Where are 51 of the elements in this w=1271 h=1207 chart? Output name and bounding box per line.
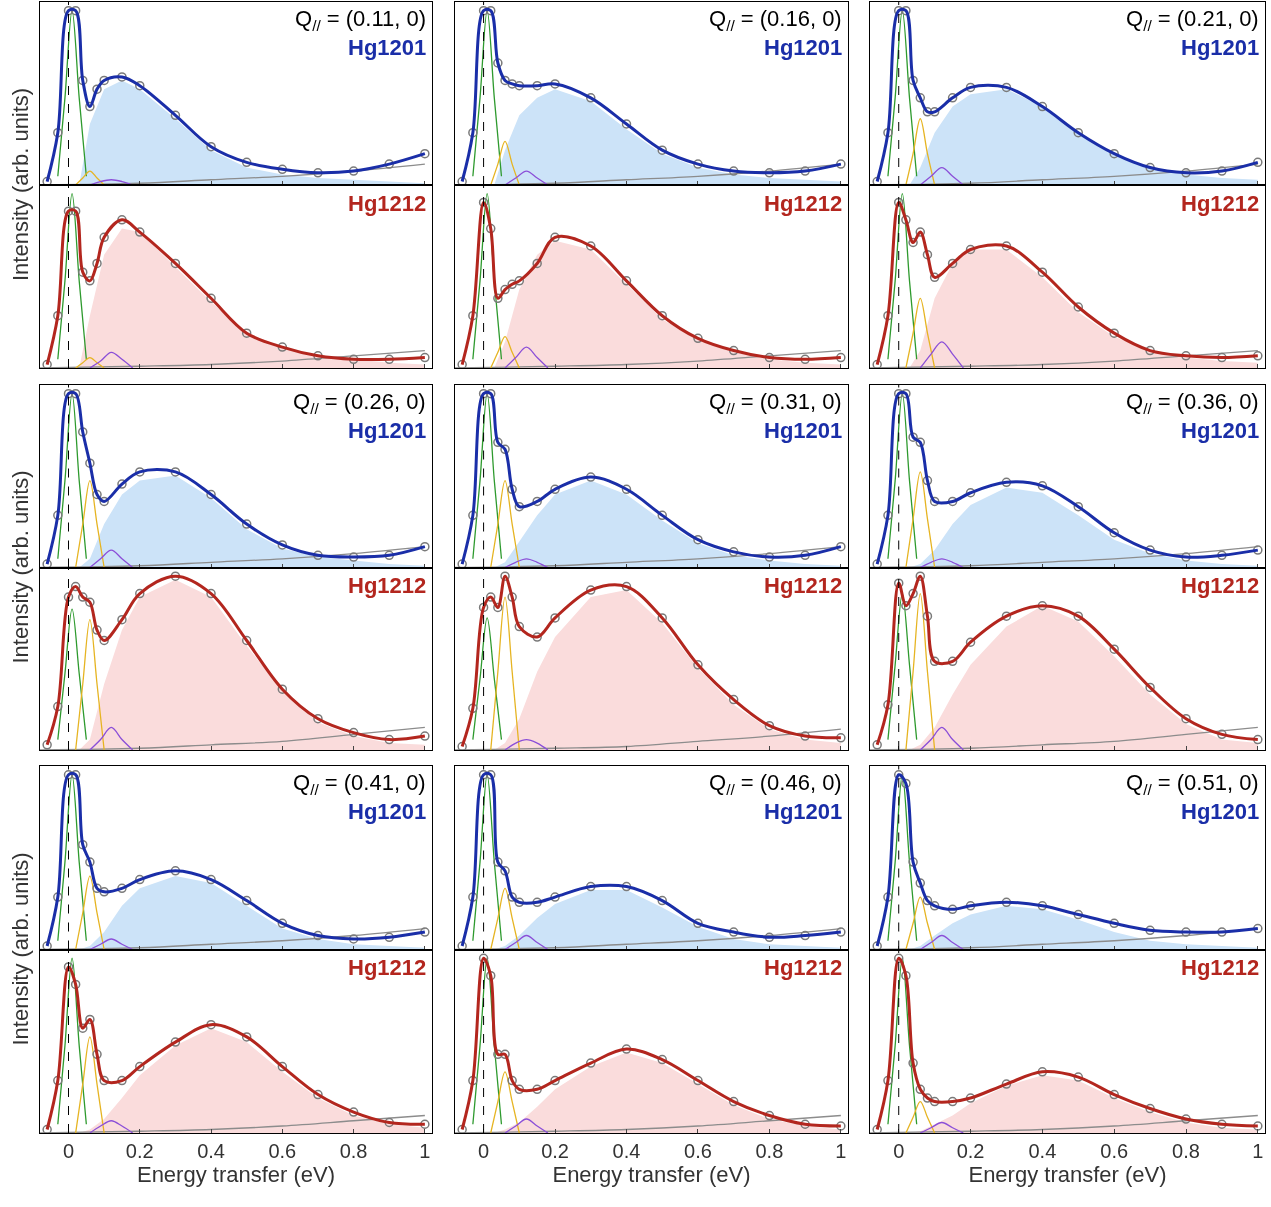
annotation: Hg1212 — [764, 955, 843, 980]
annotation: Hg1201 — [348, 799, 427, 824]
x-tick-label: 0.8 — [1172, 1140, 1200, 1162]
x-tick-label: 1 — [835, 1140, 847, 1162]
annotation: Hg1201 — [348, 35, 427, 60]
x-tick-label: 0.4 — [197, 1140, 225, 1162]
y-axis-title: Intensity (arb. units) — [7, 470, 33, 664]
annotation: Hg1201 — [1181, 799, 1260, 824]
annotation: Q$_{//}$ = (0.41, 0) — [293, 770, 426, 798]
x-tick-label: 0.4 — [612, 1140, 641, 1162]
x-tick-label: 0.8 — [339, 1140, 368, 1162]
annotation: Q$_{//}$ = (0.36, 0) — [1126, 389, 1259, 417]
annotation: Q$_{//}$ = (0.46, 0) — [709, 770, 842, 798]
x-axis-title: Energy transfer (eV) — [968, 1162, 1167, 1187]
x-tick-label: 0 — [893, 1140, 905, 1162]
x-tick-label: 0.2 — [125, 1140, 154, 1162]
annotation: Hg1212 — [764, 573, 843, 598]
annotation: Hg1212 — [1181, 573, 1260, 598]
annotation: Hg1212 — [348, 573, 427, 598]
annotation: Hg1201 — [1181, 35, 1260, 60]
annotation: Hg1201 — [764, 35, 843, 60]
x-tick-label: 0.2 — [956, 1140, 985, 1162]
annotation: Q$_{//}$ = (0.31, 0) — [709, 389, 842, 417]
x-tick-label: 0 — [478, 1140, 490, 1162]
x-tick-label: 1 — [419, 1140, 431, 1162]
annotation: Hg1201 — [764, 418, 843, 443]
x-tick-label: 0.6 — [684, 1140, 712, 1162]
annotation: Hg1212 — [348, 955, 427, 980]
x-tick-label: 0.8 — [755, 1140, 784, 1162]
annotation: Q$_{//}$ = (0.11, 0) — [295, 6, 427, 34]
annotation: Hg1201 — [348, 418, 427, 443]
x-tick-label: 1 — [1252, 1140, 1264, 1162]
annotation: Q$_{//}$ = (0.16, 0) — [709, 6, 842, 34]
annotation: Hg1212 — [764, 191, 843, 216]
annotation: Hg1212 — [1181, 955, 1260, 980]
x-tick-label: 0.6 — [268, 1140, 297, 1162]
x-tick-label: 0 — [62, 1140, 75, 1162]
annotation: Hg1212 — [348, 191, 427, 216]
x-tick-label: 0.2 — [541, 1140, 569, 1162]
x-axis-title: Energy transfer (eV) — [136, 1162, 336, 1187]
annotation: Q$_{//}$ = (0.21, 0) — [1126, 6, 1259, 34]
y-axis-title: Intensity (arb. units) — [8, 87, 33, 281]
y-axis-title: Intensity (arb. units) — [7, 852, 33, 1046]
x-tick-label: 0.6 — [1100, 1140, 1129, 1162]
annotation: Q$_{//}$ = (0.51, 0) — [1126, 770, 1259, 798]
annotation: Hg1201 — [1181, 418, 1260, 443]
annotation: Hg1201 — [764, 799, 843, 824]
x-axis-title: Energy transfer (eV) — [552, 1162, 751, 1187]
annotation: Hg1212 — [1181, 191, 1260, 216]
x-tick-label: 0.4 — [1028, 1140, 1057, 1162]
annotation: Q$_{//}$ = (0.26, 0) — [293, 389, 426, 417]
